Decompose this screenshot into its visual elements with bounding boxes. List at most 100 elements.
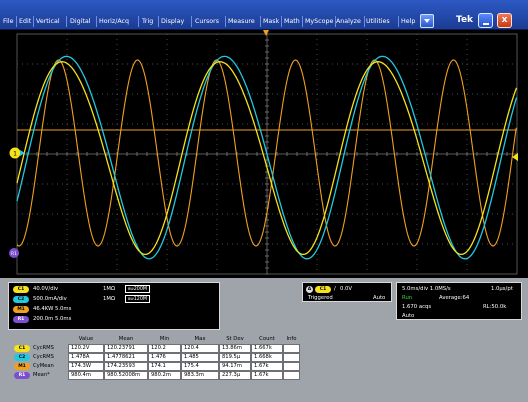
menu-vertical[interactable]: Vertical (36, 18, 60, 25)
measurement-mean: 174.23593 (104, 362, 148, 371)
col-header-min: Min (159, 336, 170, 342)
ref1-scale: 200.0m 5.0ms (33, 316, 72, 322)
trigger-state: Triggered (308, 295, 333, 301)
menu-separator (158, 16, 159, 27)
bw-icon: BW (128, 287, 134, 291)
math1-badge[interactable]: M1 (13, 306, 29, 313)
measurement-name: Mean* (33, 372, 50, 378)
menu-mask[interactable]: Mask (263, 18, 280, 25)
ch2-current-trace (16, 55, 518, 260)
trigger-readout[interactable]: A C1 / 0.0V Triggered Auto (302, 282, 392, 302)
ch1-ground-marker[interactable] (9, 147, 21, 159)
measurement-info (283, 353, 300, 362)
close-button[interactable]: x (497, 13, 512, 28)
trigger-level-marker[interactable] (512, 153, 518, 161)
menu-measure[interactable]: Measure (228, 18, 255, 25)
measurement-info (283, 362, 300, 371)
measurement-count: 1.67k (251, 371, 283, 380)
acquire-mode: Auto (402, 313, 415, 319)
menu-horiz-acq[interactable]: Horiz/Acq (99, 18, 130, 25)
menu-separator (281, 16, 282, 27)
acquisition-readout[interactable]: 5.0ms/div 1.0MS/s 1.0µs/pt Run Average:6… (396, 282, 522, 320)
measurement-min: 1.476 (148, 353, 181, 362)
measurement-value: 980.4m (68, 371, 104, 380)
minimize-button[interactable] (478, 13, 493, 28)
ch2-bandwidth: BW120M (125, 295, 151, 303)
measurement-stdev: 13.86m (219, 344, 251, 353)
menu-math[interactable]: Math (284, 18, 300, 25)
menu-separator (96, 16, 97, 27)
row-source-badge: R1 (14, 372, 30, 379)
measurement-value: 174.3W (68, 362, 104, 371)
ch1-voltage-trace (16, 61, 518, 256)
measurement-name: CycRMS (33, 354, 54, 360)
math1-power-trace (16, 59, 517, 247)
measurement-row[interactable]: M1 CyMean 174.3W 174.23593 174.1 175.4 9… (14, 362, 300, 371)
menu-cursors[interactable]: Cursors (195, 18, 219, 25)
ch2-badge[interactable]: C2 (13, 296, 29, 303)
menu-help[interactable]: Help (401, 18, 416, 25)
col-header-max: Max (194, 336, 206, 342)
menu-separator (33, 16, 34, 27)
menu-digital[interactable]: Digital (70, 18, 91, 25)
readout-panel: C1 40.0V/div 1MΩ BW200M C2 500.0mA/div 1… (0, 278, 528, 402)
waveform-display[interactable]: 1 R1 (0, 30, 528, 278)
measurement-count: 1.67k (251, 362, 283, 371)
menu-separator (225, 16, 226, 27)
measurement-stdev: 227.3µ (219, 371, 251, 380)
ch1-badge[interactable]: C1 (13, 286, 29, 293)
col-header-info: Info (286, 336, 297, 342)
ch1-marker-label: 1 (13, 151, 17, 158)
menu-bar: File Edit Vertical Digital Horiz/Acq Tri… (0, 0, 528, 30)
channel-readout[interactable]: C1 40.0V/div 1MΩ BW200M C2 500.0mA/div 1… (8, 282, 220, 330)
col-header-stdev: St Dev (226, 336, 244, 342)
measurement-min: 120.2 (148, 344, 181, 353)
menu-trig[interactable]: Trig (142, 18, 154, 25)
measurement-row[interactable]: R1 Mean* 980.4m 980.52008m 980.2m 983.3m… (14, 371, 300, 380)
ch2-ground-marker[interactable] (20, 150, 25, 156)
measurement-row[interactable]: C1 CycRMS 120.2V 120.23791 120.2 120.4 1… (14, 344, 300, 353)
measurement-name: CyMean (33, 363, 54, 369)
menu-separator (364, 16, 365, 27)
measurement-value: 1.478A (68, 353, 104, 362)
measurement-count: 1.667k (251, 344, 283, 353)
ref-ground-marker[interactable] (9, 248, 19, 258)
menu-separator (260, 16, 261, 27)
ch1-impedance: 1MΩ (103, 286, 115, 292)
ch2-scale: 500.0mA/div (33, 296, 67, 302)
measurement-max: 983.3m (181, 371, 219, 380)
menu-separator (302, 16, 303, 27)
bw-icon: BW (128, 297, 134, 301)
menu-myscope[interactable]: MyScope (305, 18, 334, 25)
measurement-stdev: 94.17m (219, 362, 251, 371)
trigger-source-badge[interactable]: C1 (315, 286, 331, 293)
menu-file[interactable]: File (3, 18, 14, 25)
menu-separator (66, 16, 67, 27)
menu-display[interactable]: Display (161, 18, 185, 25)
menu-utilities[interactable]: Utilities (366, 18, 390, 25)
measurement-value: 120.2V (68, 344, 104, 353)
trigger-sweep: Auto (373, 295, 386, 301)
measurement-table[interactable]: Value Mean Min Max St Dev Count Info C1 … (14, 335, 300, 385)
row-source-badge: M1 (14, 363, 30, 370)
measurement-info (283, 344, 300, 353)
menu-separator (398, 16, 399, 27)
ref-marker-label: R1 (11, 251, 17, 257)
measurement-max: 1.485 (181, 353, 219, 362)
math1-scale: 46.4KW 5.0ms (33, 306, 72, 312)
measurement-row[interactable]: C2 CycRMS 1.478A 1.4778621 1.476 1.485 8… (14, 353, 300, 362)
menu-edit[interactable]: Edit (19, 18, 32, 25)
ref1-badge[interactable]: R1 (13, 316, 29, 323)
row-source-badge: C1 (14, 345, 30, 352)
trigger-position-marker[interactable] (263, 30, 269, 36)
brand-logo: Tek (456, 15, 474, 25)
measurement-info (283, 371, 300, 380)
menu-separator (138, 16, 139, 27)
help-dropdown-icon[interactable] (420, 14, 434, 28)
col-header-mean: Mean (118, 336, 134, 342)
col-header-count: Count (259, 336, 275, 342)
menu-analyze[interactable]: Analyze (336, 18, 361, 25)
ch1-scale: 40.0V/div (33, 286, 59, 292)
measurement-mean: 120.23791 (104, 344, 148, 353)
timebase: 5.0ms/div 1.0MS/s (402, 286, 451, 292)
